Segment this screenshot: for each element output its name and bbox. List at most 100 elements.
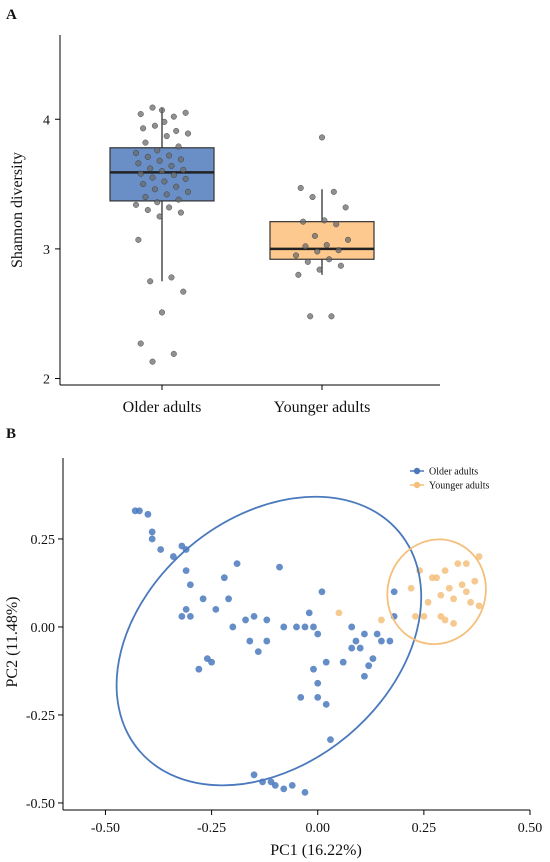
- data-point: [361, 672, 368, 680]
- data-point: [137, 111, 144, 118]
- data-point: [208, 658, 215, 666]
- data-point: [280, 785, 288, 793]
- data-point: [246, 637, 254, 645]
- panel-a-ylabel: Shannon diversity: [9, 152, 26, 268]
- data-point: [173, 127, 180, 134]
- panel-a-x-ticks: Older adults Younger adults: [123, 385, 371, 416]
- data-point: [166, 152, 173, 159]
- data-point: [154, 147, 161, 154]
- data-point: [450, 620, 457, 627]
- data-point: [135, 160, 142, 167]
- data-point: [475, 602, 483, 610]
- panel-b-xlabel: PC1 (16.22%): [270, 842, 362, 859]
- data-point: [182, 109, 189, 116]
- data-point: [229, 623, 237, 631]
- data-point: [295, 271, 302, 278]
- data-point: [177, 156, 184, 163]
- data-point: [458, 581, 466, 589]
- panel-b-y-ticks: -0.50 -0.25 0.00 0.25: [26, 533, 63, 812]
- data-point: [158, 168, 165, 175]
- data-point: [337, 262, 344, 269]
- data-point: [471, 577, 479, 585]
- data-point: [373, 630, 381, 638]
- data-point: [212, 605, 220, 613]
- data-point: [156, 157, 163, 164]
- data-point: [378, 616, 385, 624]
- data-point: [186, 581, 194, 589]
- data-point: [307, 313, 314, 320]
- y-tick-label: 0.25: [31, 533, 56, 548]
- data-point: [330, 188, 337, 195]
- data-point: [302, 243, 309, 250]
- data-point: [420, 613, 428, 620]
- data-point: [137, 340, 144, 347]
- data-point: [163, 133, 170, 140]
- data-point: [321, 217, 328, 224]
- data-point: [297, 184, 304, 191]
- data-point: [342, 204, 349, 211]
- data-point: [142, 139, 149, 146]
- data-point: [170, 171, 177, 178]
- x-tick-label: -0.50: [91, 821, 120, 836]
- data-point: [140, 125, 147, 132]
- data-point: [475, 553, 483, 560]
- data-point: [149, 174, 156, 181]
- data-point: [323, 241, 330, 248]
- data-point: [180, 288, 187, 295]
- data-point: [175, 143, 182, 150]
- data-point: [322, 701, 330, 708]
- y-tick-label: -0.25: [26, 709, 55, 724]
- data-point: [314, 630, 322, 638]
- legend-label: Younger adults: [429, 481, 489, 492]
- data-point: [335, 247, 342, 254]
- data-point: [149, 104, 156, 111]
- data-point: [454, 560, 462, 567]
- data-point: [441, 567, 449, 575]
- data-point: [242, 616, 249, 624]
- data-point: [161, 118, 168, 125]
- data-point: [445, 584, 453, 592]
- data-point: [175, 196, 182, 203]
- x-tick-label: 0.00: [305, 821, 330, 836]
- box-iqr: [109, 147, 215, 202]
- data-point: [184, 188, 191, 195]
- data-point: [186, 613, 194, 620]
- data-point: [386, 637, 394, 645]
- confidence-ellipse: [386, 538, 487, 646]
- panel-b-legend: Older adults Younger adults: [410, 467, 489, 492]
- data-point: [301, 623, 309, 631]
- data-point: [168, 274, 175, 281]
- data-point: [168, 162, 175, 169]
- panel-b-ellipses: [115, 495, 487, 787]
- panel-b-label: B: [6, 426, 16, 442]
- data-point: [173, 183, 180, 190]
- data-point: [293, 252, 300, 259]
- data-point: [254, 648, 262, 655]
- data-point: [169, 553, 177, 560]
- x-tick-label: Younger adults: [274, 399, 371, 416]
- data-point: [333, 221, 340, 228]
- data-point: [311, 232, 318, 239]
- data-point: [144, 510, 152, 518]
- data-point: [144, 153, 151, 160]
- data-point: [166, 204, 173, 211]
- data-point: [322, 658, 330, 666]
- data-point: [293, 623, 300, 631]
- data-point: [177, 209, 184, 216]
- data-point: [319, 134, 326, 141]
- panel-b-x-ticks: -0.50 -0.25 0.00 0.25 0.50: [91, 810, 542, 836]
- data-point: [280, 623, 288, 631]
- data-point: [132, 201, 139, 208]
- data-point: [441, 616, 449, 624]
- data-point: [297, 693, 305, 701]
- data-point: [147, 278, 154, 285]
- data-point: [339, 658, 347, 666]
- data-point: [225, 595, 232, 603]
- data-point: [316, 266, 323, 273]
- data-point: [288, 781, 296, 789]
- legend-marker: [413, 467, 421, 475]
- data-point: [182, 175, 189, 182]
- data-point: [318, 588, 326, 596]
- data-point: [424, 598, 432, 606]
- data-point: [144, 206, 151, 213]
